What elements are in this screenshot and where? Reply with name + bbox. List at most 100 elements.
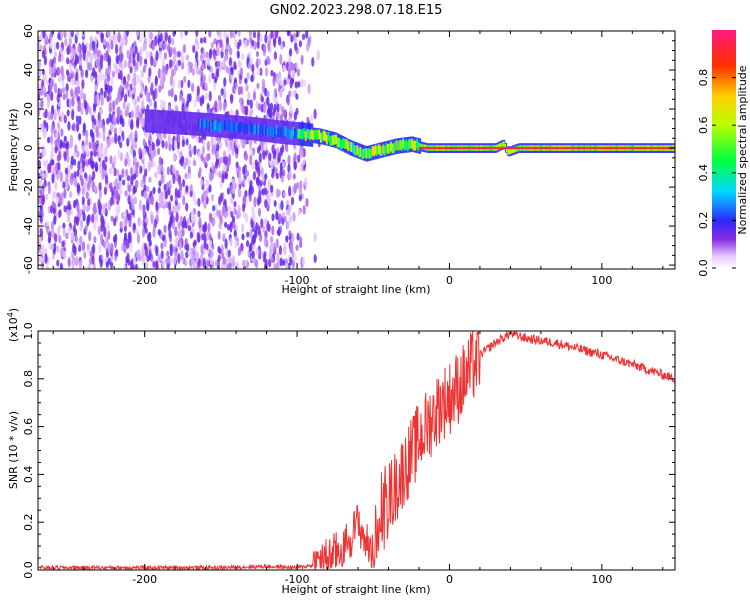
heatmap-cell <box>66 57 70 65</box>
heatmap-cell <box>205 243 209 251</box>
heatmap-cell <box>273 51 277 61</box>
heatmap-cell <box>178 241 182 251</box>
heatmap-ridge-core <box>353 145 356 155</box>
heatmap-cell <box>266 55 270 62</box>
heatmap-cell <box>268 152 272 161</box>
heatmap-cell <box>67 209 72 217</box>
heatmap-ridge-core <box>341 138 344 149</box>
heatmap-ridge-halo <box>181 111 184 135</box>
heatmap-cell <box>230 93 234 104</box>
heatmap-cell <box>251 162 255 170</box>
heatmap-ridge-halo <box>179 111 182 135</box>
heatmap-ridge-core <box>368 148 371 159</box>
heatmap-cell <box>280 175 284 183</box>
heatmap-cell <box>136 95 141 103</box>
heatmap-peak <box>455 146 458 150</box>
heatmap-ridge-core <box>268 126 270 136</box>
heatmap-peak <box>473 146 476 150</box>
heatmap-cell <box>106 117 110 125</box>
heatmap-cell <box>214 260 219 267</box>
heatmap-cell <box>41 172 45 180</box>
heatmap-cell <box>241 233 245 241</box>
heatmap-cell <box>62 87 66 94</box>
heatmap-cell <box>222 204 226 214</box>
heatmap-cell <box>289 77 293 89</box>
snr-panel: -200 -100 0 100 0.0 0.2 0.4 0.6 0.8 1.0 Height of… <box>6 308 676 596</box>
heatmap-cell <box>177 50 181 58</box>
heatmap-cell <box>207 222 211 232</box>
heatmap-peak <box>504 146 506 150</box>
y-tick-label: 0.4 <box>22 466 35 484</box>
heatmap-ridge-core <box>280 127 283 138</box>
heatmap-peak <box>449 146 452 150</box>
heatmap-cell <box>113 155 117 166</box>
heatmap-ridge-core <box>202 120 205 131</box>
heatmap-cell <box>212 205 216 212</box>
colorbar-tick-label: 0.4 <box>697 164 710 182</box>
heatmap-cell <box>282 64 286 72</box>
heatmap-cell <box>140 85 144 95</box>
heatmap-peak <box>629 146 631 150</box>
heatmap-cell <box>222 256 226 265</box>
heatmap-cell <box>162 100 166 109</box>
heatmap-cell <box>67 257 71 268</box>
heatmap-ridge-core <box>351 142 354 153</box>
heatmap-cell <box>111 181 115 188</box>
heatmap-ridge-core <box>295 130 298 141</box>
heatmap-cell <box>124 190 128 197</box>
heatmap-cell <box>97 111 101 123</box>
heatmap-cell <box>78 59 83 66</box>
heatmap-peak <box>419 146 421 150</box>
heatmap-cell <box>148 132 152 142</box>
heatmap-ridge-core <box>284 126 287 136</box>
heatmap-cell <box>119 141 123 149</box>
heatmap-cell <box>62 93 66 101</box>
heatmap-cell <box>134 130 138 139</box>
heatmap-cell <box>40 97 44 106</box>
heatmap-cell <box>58 75 62 83</box>
heatmap-peak <box>550 146 552 150</box>
heatmap-cell <box>96 74 101 85</box>
heatmap-cell <box>78 115 82 125</box>
heatmap-cell <box>85 137 89 147</box>
heatmap-cell <box>42 31 46 39</box>
heatmap-peak <box>519 146 522 150</box>
heatmap-cell <box>194 260 198 268</box>
heatmap-cell <box>103 226 107 238</box>
heatmap-ridge-core <box>269 126 272 137</box>
heatmap-cell <box>313 108 317 120</box>
heatmap-cell <box>144 227 148 234</box>
heatmap-cell <box>301 256 306 267</box>
heatmap-cell <box>223 77 227 87</box>
heatmap-cell <box>157 164 161 175</box>
heatmap-cell <box>180 250 184 261</box>
heatmap-cell <box>281 84 285 93</box>
heatmap-ridge-core <box>245 122 248 133</box>
heatmap-cell <box>287 154 291 166</box>
heatmap-cell <box>64 167 68 175</box>
heatmap-cell <box>85 69 89 78</box>
heatmap-cell <box>158 156 162 166</box>
heatmap-peak <box>641 146 644 150</box>
heatmap-cell <box>53 190 57 199</box>
heatmap-peak <box>617 146 619 150</box>
heatmap-cell <box>58 224 62 232</box>
heatmap-peak <box>603 146 605 150</box>
heatmap-cell <box>141 227 146 238</box>
heatmap-ridge-core <box>380 146 383 156</box>
heatmap-cell <box>311 56 315 67</box>
heatmap-ridge-core <box>321 131 324 142</box>
heatmap-cell <box>171 165 175 173</box>
heatmap-cell <box>110 123 114 133</box>
heatmap-peak <box>429 146 432 150</box>
heatmap-cell <box>184 172 188 180</box>
heatmap-peak <box>551 146 554 150</box>
heatmap-cell <box>158 84 162 93</box>
heatmap-cell <box>264 87 268 97</box>
heatmap-cell <box>74 178 78 188</box>
heatmap-cell <box>49 205 54 214</box>
heatmap-cell <box>246 98 250 106</box>
heatmap-ridge-halo <box>163 110 166 134</box>
